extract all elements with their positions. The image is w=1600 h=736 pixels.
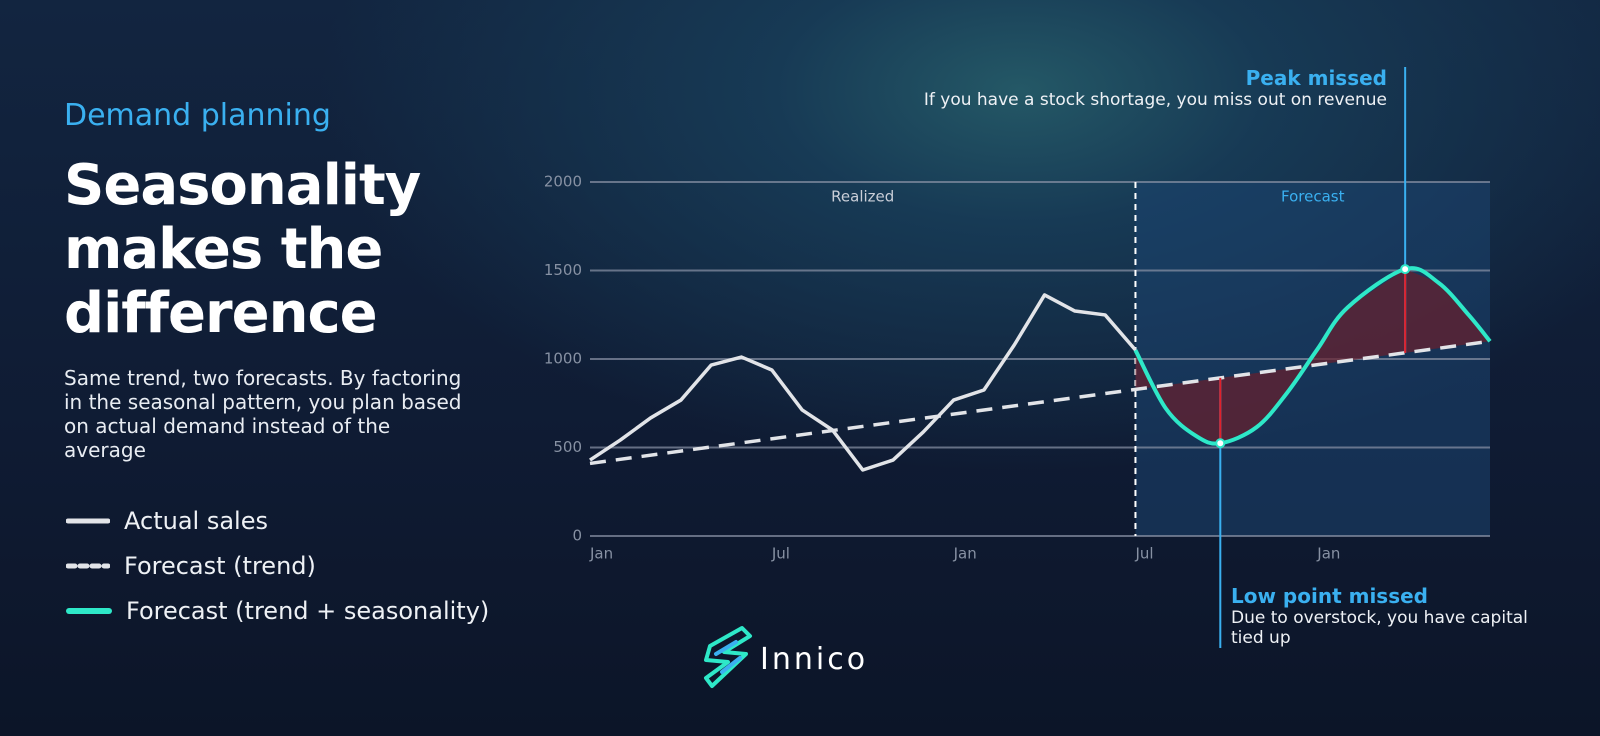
- legend-label: Forecast (trend + seasonality): [126, 597, 490, 625]
- annotation-title: Low point missed: [1231, 584, 1428, 608]
- y-tick-label: 2000: [544, 173, 582, 191]
- legend-swatch: [66, 608, 112, 614]
- logo-icon: [704, 626, 752, 688]
- legend-item: Forecast (trend): [66, 552, 316, 580]
- series-line: [589, 339, 1491, 466]
- region-label: Forecast: [1281, 188, 1345, 206]
- point: [1400, 264, 1411, 275]
- legend-item: Forecast (trend + seasonality): [66, 597, 489, 625]
- point: [1215, 438, 1226, 449]
- region-label: Realized: [831, 188, 894, 206]
- annotation-title: Peak missed: [1245, 66, 1387, 90]
- y-tick-label: 500: [553, 438, 582, 456]
- annotation-text: If you have a stock shortage, you miss o…: [923, 90, 1387, 110]
- y-tick-label: 0: [572, 527, 582, 545]
- legend-label: Actual sales: [124, 507, 268, 535]
- x-tick-label: Jan: [1316, 545, 1340, 563]
- legend-label: Forecast (trend): [124, 552, 316, 580]
- brand: Innico: [760, 642, 869, 677]
- x-tick-label: Jan: [589, 545, 613, 563]
- legend-swatch: [66, 563, 110, 569]
- annotation-text: Due to overstock, you have capital tied …: [1231, 608, 1528, 648]
- x-tick-label: Jan: [953, 545, 977, 563]
- series-line: [589, 293, 1137, 472]
- x-tick-label: Jul: [771, 545, 790, 563]
- description: Same trend, two forecasts. By factoring …: [64, 366, 462, 462]
- series-line: [1133, 266, 1492, 446]
- legend-swatch: [66, 518, 110, 524]
- eyebrow: Demand planning: [64, 98, 331, 133]
- annotation: Peak missed If you have a stock shortage…: [900, 66, 1387, 110]
- x-tick-label: Jul: [1134, 545, 1153, 563]
- y-tick-label: 1000: [544, 350, 582, 368]
- legend-item: Actual sales: [66, 507, 268, 535]
- annotation: Low point missed Due to overstock, you h…: [1231, 584, 1551, 648]
- y-tick-label: 1500: [544, 261, 582, 279]
- headline: Seasonality makes the difference: [64, 153, 421, 346]
